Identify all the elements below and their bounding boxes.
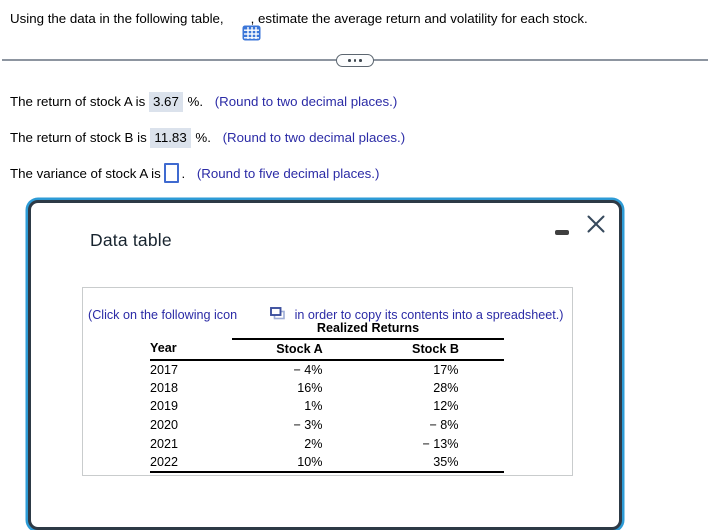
close-button[interactable] [586,214,606,234]
stock-a-cell: − 3% [293,418,323,433]
stock-a-cell: − 4% [293,362,323,377]
year-cell: 2018 [150,380,179,395]
stock-b-cell: − 13% [422,436,459,451]
column-header-year: Year [150,338,232,361]
table-row: 2020 − 3% − 8% [150,416,504,435]
ellipsis-icon [348,59,351,62]
close-icon [586,215,606,237]
stock-a-cell: 10% [232,453,367,473]
stock-b-cell: 12% [433,399,459,414]
question-text-after: , estimate the average return and volati… [250,10,588,26]
year-cell: 2019 [150,399,179,414]
rounding-hint: (Round to two decimal places.) [214,94,398,109]
column-header-stock-a: Stock A [232,338,367,361]
statement-variance-a: The variance of stock A is . (Round to f… [10,163,379,183]
returns-table-body: 2017 − 4% 17% 2018 16% 28% 2019 1% 12% 2020 − 3% − … [150,360,504,473]
statement-return-b: The return of stock B is 11.83 %. (Round… [10,128,406,148]
copy-icon[interactable] [242,293,285,337]
table-grid-icon[interactable] [228,10,261,41]
ellipsis-icon [353,59,357,62]
table-row: 2019 1% 12% [150,397,504,416]
minimize-button[interactable] [554,224,570,240]
question-line: Using the data in the following table, ,… [10,10,588,41]
question-text-before: Using the data in the following table, [10,10,224,26]
data-table-panel: (Click on the following icon in order to… [82,287,573,476]
stock-b-cell: 28% [433,380,459,395]
statement-return-a: The return of stock A is 3.67 %. (Round … [10,92,398,112]
returns-table: Realized Returns Year Stock A Stock B 20… [150,320,504,473]
ellipsis-expander-button[interactable] [336,54,374,67]
statement-suffix: . [181,166,189,181]
stock-b-cell: − 8% [429,418,459,433]
table-row: 2018 16% 28% [150,378,504,397]
copy-instruction-before: (Click on the following icon [88,308,238,322]
group-header-row: Realized Returns [150,320,504,340]
answer-box-return-a[interactable]: 3.67 [148,92,183,112]
statement-suffix: %. [191,130,215,145]
stock-a-cell: 1% [304,399,323,414]
answer-input-variance-a[interactable] [164,163,180,183]
copy-instruction-after: in order to copy its contents into a spr… [291,308,564,322]
data-table-dialog: Data table (Click on the following icon … [28,200,622,530]
year-cell: 2017 [150,362,179,377]
statement-prefix: The variance of stock A is [10,166,165,181]
stock-b-cell: 17% [433,362,459,377]
year-cell: 2020 [150,418,179,433]
answer-box-return-b[interactable]: 11.83 [150,128,191,148]
year-cell: 2021 [150,436,179,451]
table-row: 2022 10% 35% [150,453,504,473]
group-header: Realized Returns [232,320,504,340]
copy-instruction: (Click on the following icon in order to… [88,293,563,337]
stock-b-cell: 35% [367,453,504,473]
rounding-hint: (Round to five decimal places.) [196,166,380,181]
year-cell: 2022 [150,453,232,473]
statement-prefix: The return of stock A is [10,94,149,109]
column-header-row: Year Stock A Stock B [150,338,504,361]
statement-suffix: %. [183,94,207,109]
statement-prefix: The return of stock B is [10,130,151,145]
ellipsis-icon [359,59,362,62]
rounding-hint: (Round to two decimal places.) [222,130,406,145]
table-row: 2021 2% − 13% [150,434,504,453]
stock-a-cell: 16% [297,380,323,395]
dialog-title: Data table [90,230,172,250]
column-header-stock-b: Stock B [367,338,504,361]
table-row: 2017 − 4% 17% [150,360,504,379]
stock-a-cell: 2% [304,436,323,451]
